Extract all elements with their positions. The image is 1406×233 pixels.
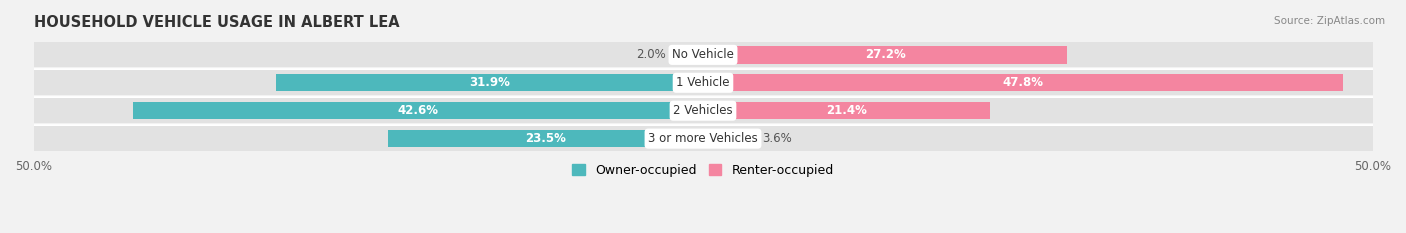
Bar bbox=[276, 74, 703, 91]
Text: 1 Vehicle: 1 Vehicle bbox=[676, 76, 730, 89]
Text: 23.5%: 23.5% bbox=[526, 132, 567, 145]
Bar bbox=[703, 70, 1372, 95]
Bar bbox=[703, 102, 990, 119]
Bar bbox=[676, 46, 703, 64]
Legend: Owner-occupied, Renter-occupied: Owner-occupied, Renter-occupied bbox=[568, 159, 838, 182]
Text: 3.6%: 3.6% bbox=[762, 132, 792, 145]
Bar bbox=[34, 70, 703, 95]
Text: 42.6%: 42.6% bbox=[398, 104, 439, 117]
Bar bbox=[34, 126, 703, 151]
Text: 47.8%: 47.8% bbox=[1002, 76, 1043, 89]
Bar bbox=[703, 130, 751, 147]
Bar bbox=[703, 42, 1372, 67]
Bar bbox=[703, 98, 1372, 123]
Bar bbox=[34, 98, 703, 123]
Bar bbox=[703, 126, 1372, 151]
Bar bbox=[34, 42, 703, 67]
Text: 2.0%: 2.0% bbox=[636, 48, 665, 61]
Text: 21.4%: 21.4% bbox=[825, 104, 866, 117]
Text: HOUSEHOLD VEHICLE USAGE IN ALBERT LEA: HOUSEHOLD VEHICLE USAGE IN ALBERT LEA bbox=[34, 15, 399, 30]
Bar bbox=[703, 74, 1343, 91]
Text: 2 Vehicles: 2 Vehicles bbox=[673, 104, 733, 117]
Bar bbox=[132, 102, 703, 119]
Bar bbox=[388, 130, 703, 147]
Text: Source: ZipAtlas.com: Source: ZipAtlas.com bbox=[1274, 16, 1385, 26]
Text: 31.9%: 31.9% bbox=[470, 76, 510, 89]
Bar bbox=[703, 46, 1067, 64]
Text: No Vehicle: No Vehicle bbox=[672, 48, 734, 61]
Text: 27.2%: 27.2% bbox=[865, 48, 905, 61]
Text: 3 or more Vehicles: 3 or more Vehicles bbox=[648, 132, 758, 145]
